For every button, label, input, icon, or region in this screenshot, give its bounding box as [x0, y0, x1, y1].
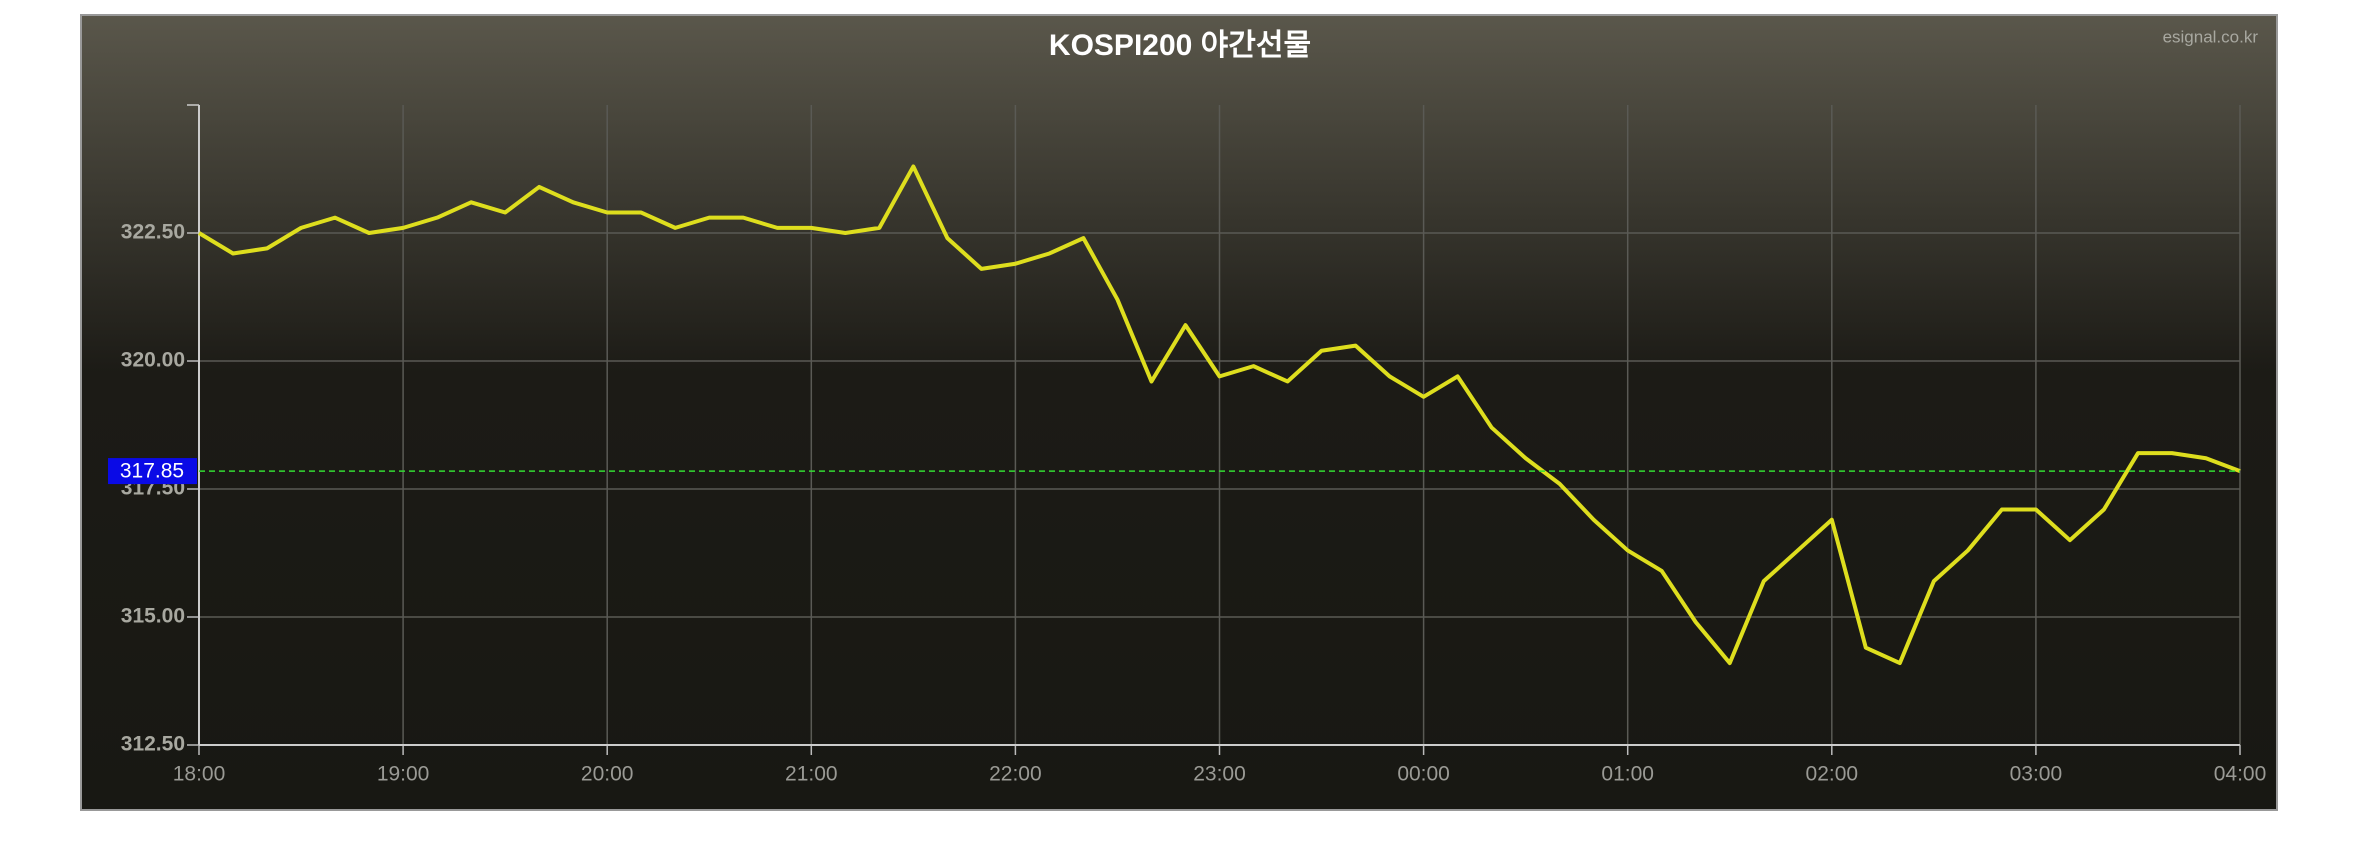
x-tick-label: 20:00 [581, 763, 634, 786]
price-line [197, 164, 2241, 666]
x-tick-label: 03:00 [2010, 763, 2063, 786]
source: esignal.co.kr [2163, 27, 2259, 46]
panel [80, 14, 2278, 811]
current-price-label: 317.85 [120, 460, 184, 483]
x-tick-label: 22:00 [989, 763, 1042, 786]
y-tick-label: 315.00 [121, 605, 185, 628]
current-price-box [108, 458, 197, 485]
x-tick-label: 00:00 [1397, 763, 1450, 786]
x-tick-label: 04:00 [2214, 763, 2267, 786]
x-tick-label: 19:00 [377, 763, 430, 786]
x-tick-label: 21:00 [785, 763, 838, 786]
chart-title: KOSPI200 야간선물 [1049, 29, 1311, 62]
x-tick-label: 01:00 [1601, 763, 1654, 786]
x-tick-label: 02:00 [1806, 763, 1859, 786]
x-tick-label: 23:00 [1193, 763, 1246, 786]
y-tick-label: 322.50 [121, 221, 185, 244]
y-tick-label: 312.50 [121, 733, 185, 756]
x-tick-label: 18:00 [173, 763, 226, 786]
y-tick-label: 320.00 [121, 349, 185, 372]
